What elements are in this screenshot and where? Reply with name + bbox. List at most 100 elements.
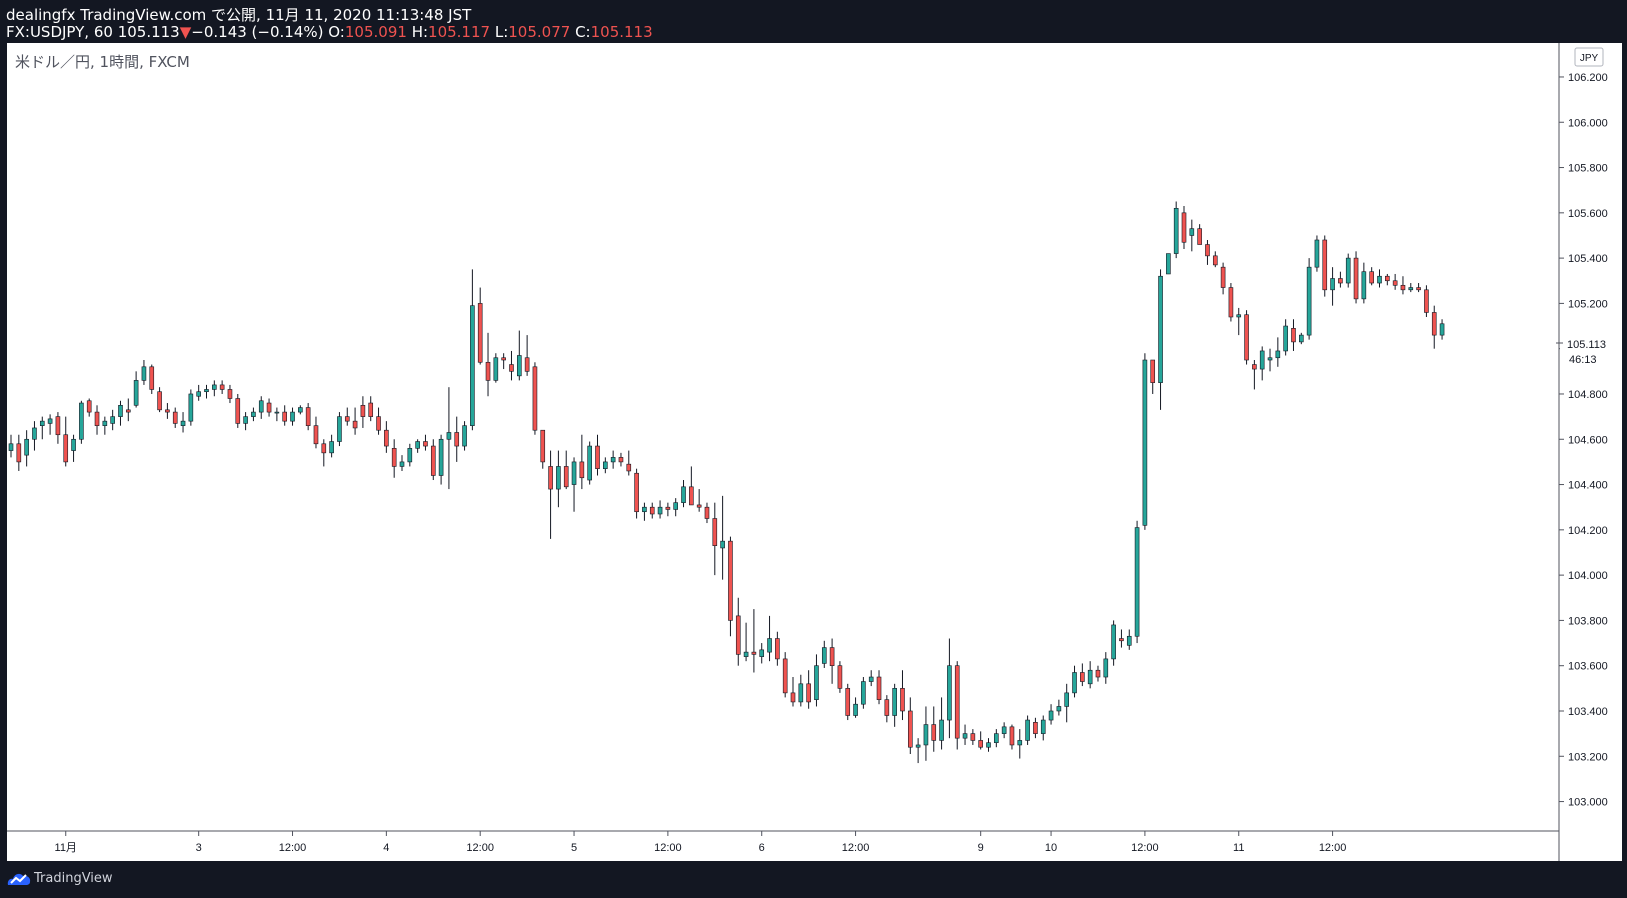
candle-body (446, 432, 452, 440)
candle-body (391, 448, 397, 467)
candle (71, 434, 76, 462)
candle-body (368, 402, 374, 417)
candle-body (603, 461, 608, 470)
candle (86, 398, 92, 417)
candle-body (462, 425, 467, 447)
candle (368, 396, 374, 422)
price-tick-label: 105.600 (1568, 208, 1608, 220)
candle-body (907, 710, 913, 748)
candle (649, 502, 655, 519)
last-price-panel (1560, 339, 1618, 375)
candle-body (595, 445, 600, 470)
candle-body (915, 744, 921, 748)
candle-body (1431, 312, 1437, 336)
candle-body (32, 427, 37, 440)
candle-body (509, 364, 514, 372)
price-tick-label: 106.200 (1568, 72, 1608, 84)
candle (587, 441, 592, 485)
price-tick-label: 105.400 (1568, 253, 1608, 265)
candle-body (1377, 275, 1382, 284)
candle-body (1189, 228, 1195, 236)
candle-body (587, 445, 592, 481)
candle-body (1173, 207, 1179, 254)
candles-layer (8, 201, 1445, 764)
candle (704, 502, 710, 524)
candle (1205, 240, 1210, 265)
candle (102, 416, 108, 435)
candle (1111, 620, 1116, 666)
candle-body (1220, 266, 1226, 288)
candle-body (399, 461, 405, 467)
price-axis[interactable]: 103.000 103.200 103.400 103.600 103.800 104.0… (1559, 72, 1608, 809)
candle-body (110, 416, 115, 424)
candle (430, 439, 436, 481)
candle (837, 661, 843, 693)
candle (1181, 206, 1187, 250)
candle (939, 697, 944, 750)
price-tick-label: 104.800 (1568, 389, 1608, 401)
candle (1048, 704, 1054, 725)
candle (172, 407, 178, 428)
candle-body (571, 461, 577, 485)
candle (1095, 665, 1101, 682)
candle (407, 443, 413, 467)
candle-body (931, 724, 937, 741)
candle-body (689, 486, 694, 506)
candle (1134, 520, 1140, 644)
candle-body (1111, 624, 1116, 660)
candle (1330, 267, 1335, 306)
candle (360, 396, 366, 428)
candle-body (735, 615, 741, 655)
tradingview-logo-icon[interactable] (6, 870, 32, 888)
candle (931, 706, 937, 752)
candle (266, 398, 272, 417)
down-arrow-icon: ▼ (179, 23, 192, 41)
candle-body (1095, 669, 1101, 678)
price-tick-label: 103.800 (1568, 615, 1608, 627)
candle-body (55, 416, 61, 436)
candle-body (94, 411, 100, 426)
candle-body (1048, 710, 1054, 721)
candle-body (196, 391, 201, 397)
candle-body (1009, 726, 1015, 746)
candle-body (1150, 359, 1156, 383)
candle (524, 335, 530, 376)
candle (689, 466, 694, 506)
candle (1126, 629, 1132, 650)
candle-body (939, 719, 944, 741)
candle (298, 405, 303, 415)
candle (24, 430, 29, 467)
candle-body (1064, 692, 1069, 707)
candle (133, 371, 139, 408)
candle-body (657, 506, 663, 515)
candle-body (102, 420, 108, 426)
candle (454, 416, 460, 462)
candle (337, 412, 342, 447)
candlestick-chart[interactable]: 103.000 103.200 103.400 103.600 103.800 104.0… (7, 43, 1622, 861)
candle-body (1103, 658, 1109, 678)
tradingview-logo-text[interactable]: TradingView (34, 871, 113, 886)
candle-body (1040, 719, 1046, 734)
candle (1416, 283, 1421, 293)
symbol-info: FX:USDJPY, 60 105.113 (6, 23, 180, 41)
candle-body (1181, 212, 1187, 243)
candle-body (548, 466, 553, 490)
candle (501, 353, 506, 370)
currency-badge[interactable] (1574, 47, 1604, 67)
candle-body (837, 665, 843, 689)
candle-body (415, 441, 420, 449)
time-axis[interactable]: 11月 3 12:00 4 12:00 5 12:00 6 12:00 9 10 12:00 11 12:… (55, 831, 1347, 854)
candle-body (1212, 255, 1218, 266)
candle (806, 670, 811, 709)
candle (1189, 219, 1195, 252)
candle (1259, 346, 1265, 381)
candle (321, 439, 327, 467)
publish-info: dealingfx TradingView.com で公開, 11月 11, 2… (6, 6, 472, 24)
candle-body (79, 402, 84, 440)
chart-area[interactable]: 103.000 103.200 103.400 103.600 103.800 104.0… (7, 43, 1622, 861)
price-tick-label: 104.600 (1568, 434, 1608, 446)
candle-body (829, 647, 835, 667)
candle-body (313, 425, 319, 445)
candle (118, 400, 123, 426)
candle-body (579, 461, 585, 479)
